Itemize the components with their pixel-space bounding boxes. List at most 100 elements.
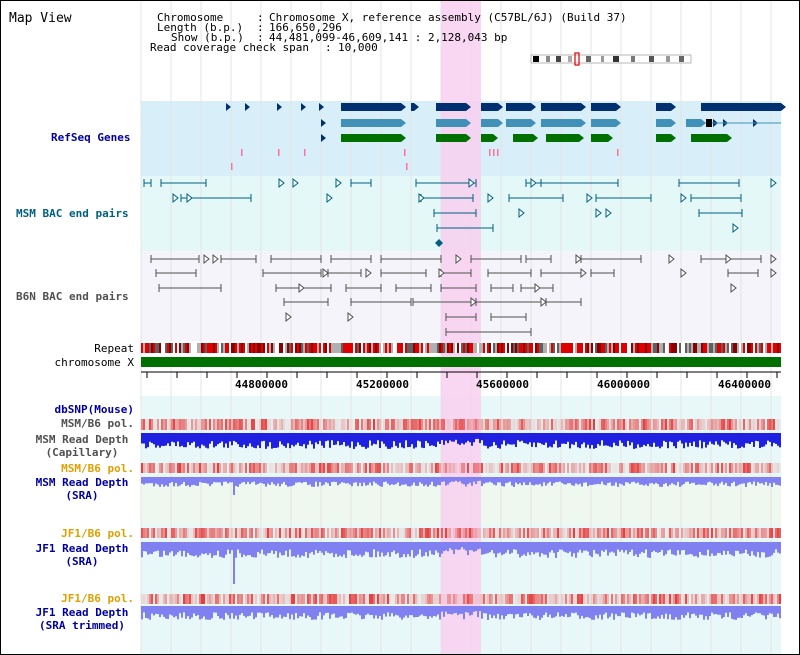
read-depth-bin: [205, 433, 207, 448]
polymorphism-bin: [699, 594, 701, 604]
repeat-element: [467, 343, 469, 353]
polymorphism-bin: [409, 419, 411, 430]
read-depth-bin: [345, 606, 347, 618]
read-depth-bin: [697, 433, 699, 448]
repeat-element: [685, 343, 687, 353]
polymorphism-bin: [567, 594, 569, 604]
read-depth-bin: [349, 542, 351, 551]
polymorphism-bin: [223, 463, 225, 473]
polymorphism-bin: [693, 419, 695, 430]
polymorphism-bin: [741, 463, 743, 473]
repeat-element: [559, 343, 561, 353]
repeat-element: [317, 343, 319, 353]
polymorphism-bin: [723, 594, 725, 604]
polymorphism-bin: [229, 594, 231, 604]
read-depth-bin: [605, 542, 607, 550]
read-depth-bin: [551, 433, 553, 448]
polymorphism-bin: [315, 594, 317, 604]
polymorphism-bin: [627, 528, 629, 538]
read-depth-bin: [695, 477, 697, 486]
read-depth-bin: [745, 606, 747, 614]
track-label-chromosome[interactable]: chromosome X: [54, 356, 134, 369]
polymorphism-bin: [357, 528, 359, 538]
track-label-msm-b6-pol-1[interactable]: MSM/B6 pol.: [61, 417, 134, 430]
read-depth-bin: [615, 477, 617, 483]
repeat-element: [693, 343, 695, 353]
read-depth-bin: [403, 606, 405, 618]
track-label-msm-b6-pol-2[interactable]: MSM/B6 pol.: [61, 462, 134, 475]
polymorphism-bin: [735, 594, 737, 604]
read-depth-bin: [417, 542, 419, 555]
refseq-gene: [436, 103, 466, 111]
read-depth-bin: [329, 542, 331, 554]
polymorphism-bin: [481, 594, 483, 604]
track-label-jf1-b6-pol-2[interactable]: JF1/B6 pol.: [61, 592, 134, 605]
read-depth-bin: [723, 477, 725, 485]
polymorphism-bin: [581, 528, 583, 538]
track-label-refseq-genes[interactable]: RefSeq Genes: [51, 131, 131, 144]
track-label-jf1-depth-trimmed[interactable]: JF1 Read Depth (SRA trimmed): [35, 606, 129, 632]
polymorphism-bin: [213, 463, 215, 473]
repeat-element: [329, 343, 331, 353]
read-depth-bin: [675, 542, 677, 556]
polymorphism-bin: [565, 463, 567, 473]
polymorphism-bin: [165, 463, 167, 473]
track-label-b6n-bac[interactable]: B6N BAC end pairs: [16, 290, 129, 303]
polymorphism-bin: [377, 463, 379, 473]
read-depth-bin: [447, 542, 449, 552]
read-depth-bin: [183, 606, 185, 613]
read-depth-bin: [199, 542, 201, 556]
read-depth-bin: [325, 542, 327, 552]
read-depth-bin: [275, 606, 277, 618]
repeat-element: [473, 343, 475, 353]
polymorphism-bin: [661, 528, 663, 538]
polymorphism-bin: [315, 528, 317, 538]
polymorphism-bin: [363, 419, 365, 430]
read-depth-bin: [333, 433, 335, 446]
read-depth-bin: [323, 542, 325, 556]
read-depth-bin: [435, 433, 437, 447]
read-depth-bin: [455, 542, 457, 550]
polymorphism-bin: [219, 594, 221, 604]
read-depth-bin: [707, 606, 709, 620]
polymorphism-bin: [405, 419, 407, 430]
read-depth-bin: [641, 542, 643, 552]
read-depth-bin: [299, 433, 301, 446]
read-depth-bin: [597, 606, 599, 619]
polymorphism-bin: [731, 528, 733, 538]
read-depth-bin: [757, 606, 759, 614]
read-depth-bin: [583, 433, 585, 443]
track-label-msm-depth-capillary[interactable]: MSM Read Depth (Capillary): [35, 433, 129, 459]
read-depth-bin: [473, 477, 475, 482]
read-depth-bin: [641, 606, 643, 615]
track-label-jf1-depth-sra[interactable]: JF1 Read Depth (SRA): [35, 542, 129, 568]
track-label-dbsnp[interactable]: dbSNP(Mouse): [54, 403, 134, 416]
polymorphism-bin: [377, 419, 379, 430]
read-depth-bin: [723, 542, 725, 551]
track-label-msm-depth-sra[interactable]: MSM Read Depth (SRA): [35, 476, 129, 502]
polymorphism-bin: [311, 594, 313, 604]
refseq-gene-arrow: [401, 119, 406, 127]
track-label-repeat[interactable]: Repeat: [94, 342, 134, 355]
polymorphism-bin: [375, 419, 377, 430]
read-depth-bin: [173, 606, 175, 618]
polymorphism-bin: [341, 463, 343, 473]
repeat-element: [171, 343, 173, 353]
track-label-msm-bac[interactable]: MSM BAC end pairs: [16, 207, 129, 220]
track-label-jf1-b6-pol-1[interactable]: JF1/B6 pol.: [61, 527, 134, 540]
repeat-element: [747, 343, 749, 353]
polymorphism-bin: [497, 419, 499, 430]
polymorphism-bin: [371, 463, 373, 473]
polymorphism-bin: [451, 419, 453, 430]
read-depth-bin: [209, 477, 211, 487]
refseq-gene-arrow: [498, 119, 503, 127]
repeat-element: [403, 343, 405, 353]
polymorphism-bin: [293, 463, 295, 473]
read-depth-bin: [249, 542, 251, 556]
read-depth-bin: [453, 542, 455, 555]
polymorphism-bin: [671, 419, 673, 430]
read-depth-bin: [451, 433, 453, 442]
polymorphism-bin: [729, 594, 731, 604]
read-depth-bin: [267, 606, 269, 613]
